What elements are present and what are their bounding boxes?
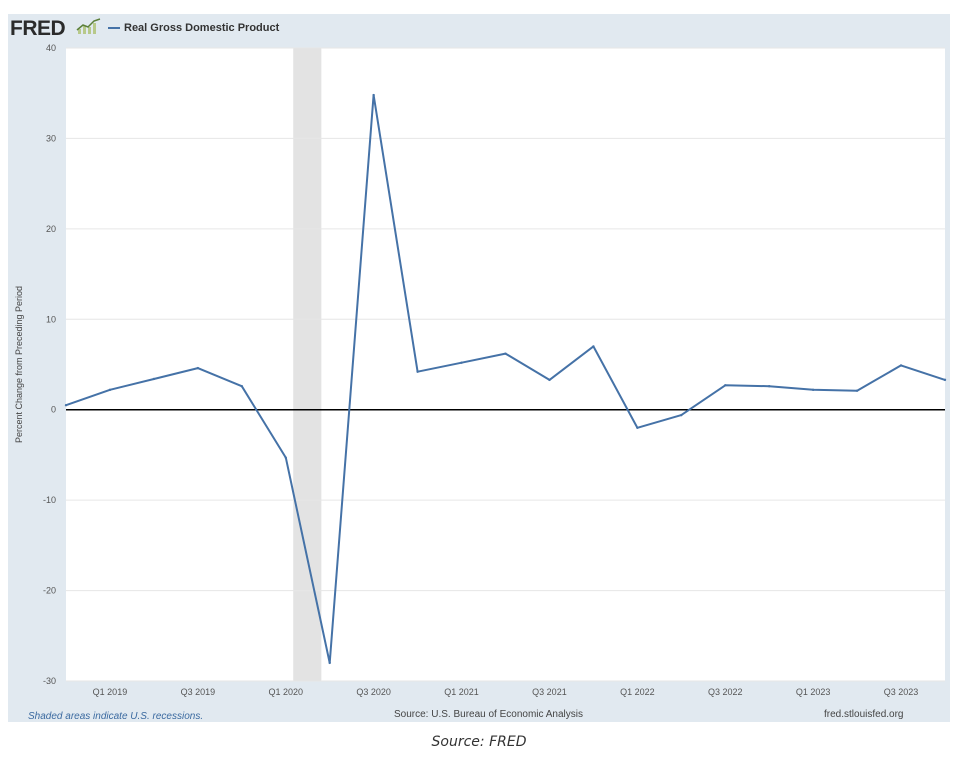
recession-band (293, 48, 322, 681)
x-tick-label: Q3 2022 (708, 687, 743, 697)
chart-svg: -30 -20 -10 0 10 20 30 40 Q1 2019 Q3 2019 Q1 2020… (14, 43, 947, 697)
y-tick-label: 40 (46, 43, 56, 53)
data-point (855, 389, 859, 392)
data-point (64, 403, 68, 407)
data-point (943, 378, 947, 382)
y-tick-label: 10 (46, 314, 56, 324)
y-tick-label: -30 (43, 676, 56, 686)
data-point (548, 378, 551, 382)
x-tick-label: Q1 2021 (444, 687, 479, 697)
x-tick-label: Q3 2021 (532, 687, 567, 697)
data-point (768, 385, 771, 388)
grid-layer (66, 47, 945, 682)
y-axis-label: Percent Change from Preceding Period (14, 286, 24, 443)
data-point (196, 366, 200, 370)
fred-logo[interactable]: FRED (10, 17, 66, 40)
data-point (636, 426, 639, 429)
data-point (108, 388, 112, 392)
y-tick-label: 0 (51, 405, 56, 415)
chart-header: FRED Real Gross Domestic Product (8, 14, 950, 42)
y-tick-label: 20 (46, 224, 56, 234)
chart-line-icon (76, 18, 102, 39)
plot-area (66, 48, 945, 681)
data-point (899, 364, 903, 367)
data-point (152, 377, 156, 381)
data-point (240, 385, 243, 388)
data-point (724, 384, 727, 387)
figure-caption: Source: FRED (431, 734, 527, 750)
legend-series-label: Real Gross Domestic Product (124, 22, 280, 34)
x-tick-label: Q3 2020 (356, 687, 391, 697)
y-tick-label: -20 (43, 586, 56, 596)
x-tick-label: Q3 2019 (181, 687, 216, 697)
x-tick-label: Q1 2019 (93, 687, 128, 697)
y-tick-label: -10 (43, 495, 56, 505)
x-tick-label: Q3 2023 (884, 687, 919, 697)
legend-swatch (108, 27, 120, 29)
data-point (504, 352, 507, 355)
x-tick-label: Q1 2023 (796, 687, 831, 697)
recession-layer (293, 48, 322, 681)
x-tick-labels: Q1 2019 Q3 2019 Q1 2020 Q3 2020 Q1 2021 Q3 20… (93, 687, 919, 697)
source-text: Source: U.S. Bureau of Economic Analysis (394, 709, 583, 720)
data-point (328, 661, 331, 665)
y-tick-labels: -30 -20 -10 0 10 20 30 40 (43, 43, 56, 686)
data-point (416, 370, 419, 373)
data-point (284, 456, 287, 459)
x-tick-label: Q1 2020 (268, 687, 303, 697)
x-tick-label: Q1 2022 (620, 687, 655, 697)
data-point (372, 93, 375, 97)
data-point (460, 361, 463, 364)
data-point (680, 413, 683, 417)
chart-frame: FRED Real Gross Domestic Product -30 -20-… (8, 14, 950, 722)
y-tick-label: 30 (46, 133, 56, 143)
data-points (64, 93, 947, 665)
data-point (811, 388, 815, 392)
data-point (592, 345, 595, 348)
recession-note: Shaded areas indicate U.S. recessions. (28, 711, 204, 722)
fred-url-link[interactable]: fred.stlouisfed.org (824, 709, 904, 720)
